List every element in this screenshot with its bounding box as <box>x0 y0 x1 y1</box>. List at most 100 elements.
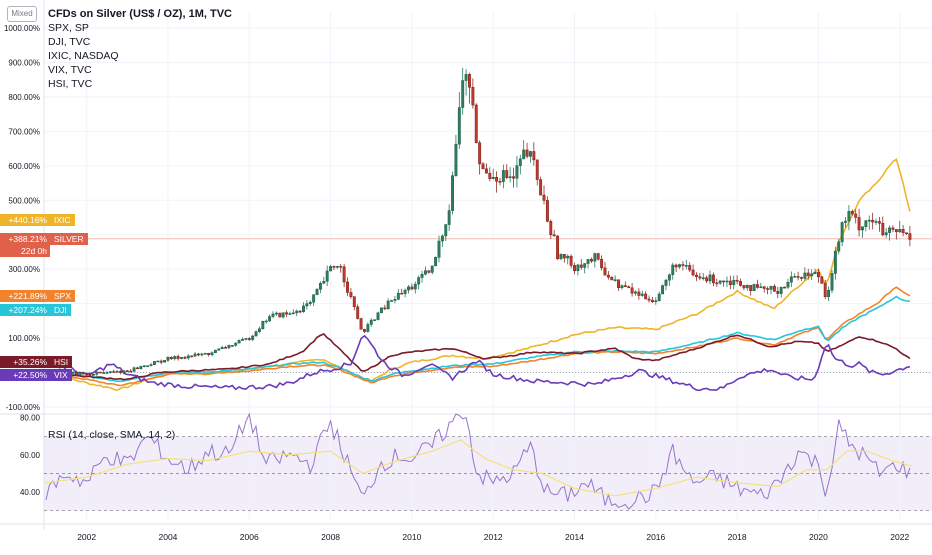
price-badge-value: +35.26% <box>0 356 50 368</box>
silver-candle-body <box>501 170 505 182</box>
silver-candle-body <box>468 74 471 88</box>
silver-candle-body <box>207 353 211 355</box>
silver-candle-body <box>322 281 326 284</box>
silver-candle-body <box>627 286 631 289</box>
silver-candle-body <box>823 283 827 297</box>
silver-candle-body <box>146 365 150 367</box>
silver-candle-body <box>671 264 675 275</box>
x-tick-label: 2018 <box>728 532 747 542</box>
silver-candle-body <box>247 338 251 340</box>
silver-candle-body <box>776 291 780 294</box>
x-tick-label: 2014 <box>565 532 584 542</box>
silver-candle-body <box>678 264 681 268</box>
silver-candle-body <box>200 353 204 356</box>
x-tick-label: 2006 <box>240 532 259 542</box>
x-tick-label: 2004 <box>159 532 178 542</box>
silver-candle-body <box>342 266 346 283</box>
silver-candle-body <box>312 294 316 303</box>
silver-candle-body <box>772 285 776 292</box>
silver-candle-body <box>562 254 566 259</box>
legend-item-spx[interactable]: SPX, SP <box>48 22 89 34</box>
silver-candle-body <box>576 264 580 272</box>
rsi-y-tick-label: 60.00 <box>20 451 41 460</box>
price-badge-vix[interactable]: +22.50% VIX <box>0 369 72 381</box>
silver-candle-body <box>894 229 898 233</box>
silver-candle-body <box>308 301 312 304</box>
silver-candle-body <box>183 357 187 359</box>
silver-candle-body <box>261 320 265 330</box>
silver-candle-body <box>556 235 560 260</box>
silver-candle-body <box>844 220 847 223</box>
y-tick-label: 100.00% <box>8 334 40 343</box>
silver-candle-body <box>874 221 878 223</box>
silver-candle-body <box>827 289 831 297</box>
legend-item-hsi[interactable]: HSI, TVC <box>48 78 93 90</box>
rsi-legend[interactable]: RSI (14, close, SMA, 14, 2) <box>48 429 176 441</box>
silver-candle-body <box>566 255 570 259</box>
silver-candle-body <box>857 217 861 231</box>
silver-candle-body <box>98 371 102 374</box>
silver-candle-body <box>318 282 322 290</box>
price-badge-ixic[interactable]: +440.16% IXIC <box>0 214 75 226</box>
silver-candle-body <box>393 299 397 301</box>
x-tick-label: 2010 <box>402 532 421 542</box>
scale-mode-badge[interactable]: Mixed <box>7 6 37 22</box>
price-badge-value: +440.16% <box>0 214 50 226</box>
silver-candle-body <box>833 250 837 274</box>
silver-candle-body <box>373 319 377 321</box>
silver-candle-body <box>427 270 431 273</box>
y-tick-label: 300.00% <box>8 265 40 274</box>
rsi-y-tick-label: 40.00 <box>20 488 41 497</box>
silver-candle-body <box>695 274 698 277</box>
legend-item-dji[interactable]: DJI, TVC <box>48 36 91 48</box>
price-badge-spx[interactable]: +221.89% SPX <box>0 290 76 302</box>
silver-candle-body <box>590 259 593 262</box>
x-tick-label: 2022 <box>890 532 909 542</box>
price-badge-dji[interactable]: +207.24% DJI <box>0 304 71 316</box>
x-tick-label: 2016 <box>646 532 665 542</box>
silver-candle-body <box>593 253 597 262</box>
silver-candle-body <box>762 286 766 289</box>
silver-candle-body <box>664 279 668 286</box>
silver-candle-body <box>213 349 217 353</box>
silver-candle-body <box>71 371 75 374</box>
silver-candle-body <box>725 280 729 283</box>
silver-candle-body <box>749 285 753 292</box>
silver-candle-body <box>142 365 146 368</box>
silver-candle-body <box>173 356 177 360</box>
silver-candle-body <box>586 259 590 264</box>
legend-item-vix[interactable]: VIX, TVC <box>48 64 92 76</box>
silver-candle-body <box>75 371 78 376</box>
silver-candle-body <box>688 265 692 271</box>
legend-item-ixic[interactable]: IXIC, NASDAQ <box>48 50 119 62</box>
silver-candle-body <box>667 274 671 281</box>
legend-title[interactable]: CFDs on Silver (US$ / OZ), 1M, TVC <box>48 8 232 20</box>
silver-candle-body <box>474 104 478 143</box>
rsi-line <box>45 412 911 510</box>
y-tick-label: 600.00% <box>8 162 40 171</box>
silver-candle-body <box>600 258 604 269</box>
silver-candle-body <box>420 273 424 278</box>
silver-candle-body <box>905 232 908 234</box>
silver-candle-body <box>759 286 763 289</box>
price-badge-hsi[interactable]: +35.26% HSI <box>0 356 73 368</box>
series-line-hsi <box>45 333 911 381</box>
silver-candle-body <box>850 211 854 215</box>
silver-candle-body <box>434 257 438 267</box>
silver-candle-body <box>796 276 800 278</box>
silver-candle-body <box>505 170 509 178</box>
silver-candle-body <box>630 287 634 294</box>
silver-candle-body <box>152 361 156 365</box>
silver-candle-body <box>684 265 688 267</box>
price-badge-silver[interactable]: +388.21% SILVER <box>0 233 88 245</box>
silver-candle-body <box>518 158 522 166</box>
silver-candle-body <box>176 356 180 359</box>
silver-candle-body <box>115 371 119 373</box>
series-line-dji <box>45 295 910 383</box>
silver-candle-body <box>210 352 214 355</box>
silver-candle-body <box>484 168 488 174</box>
silver-candle-body <box>186 355 190 359</box>
silver-candle-body <box>610 276 614 281</box>
